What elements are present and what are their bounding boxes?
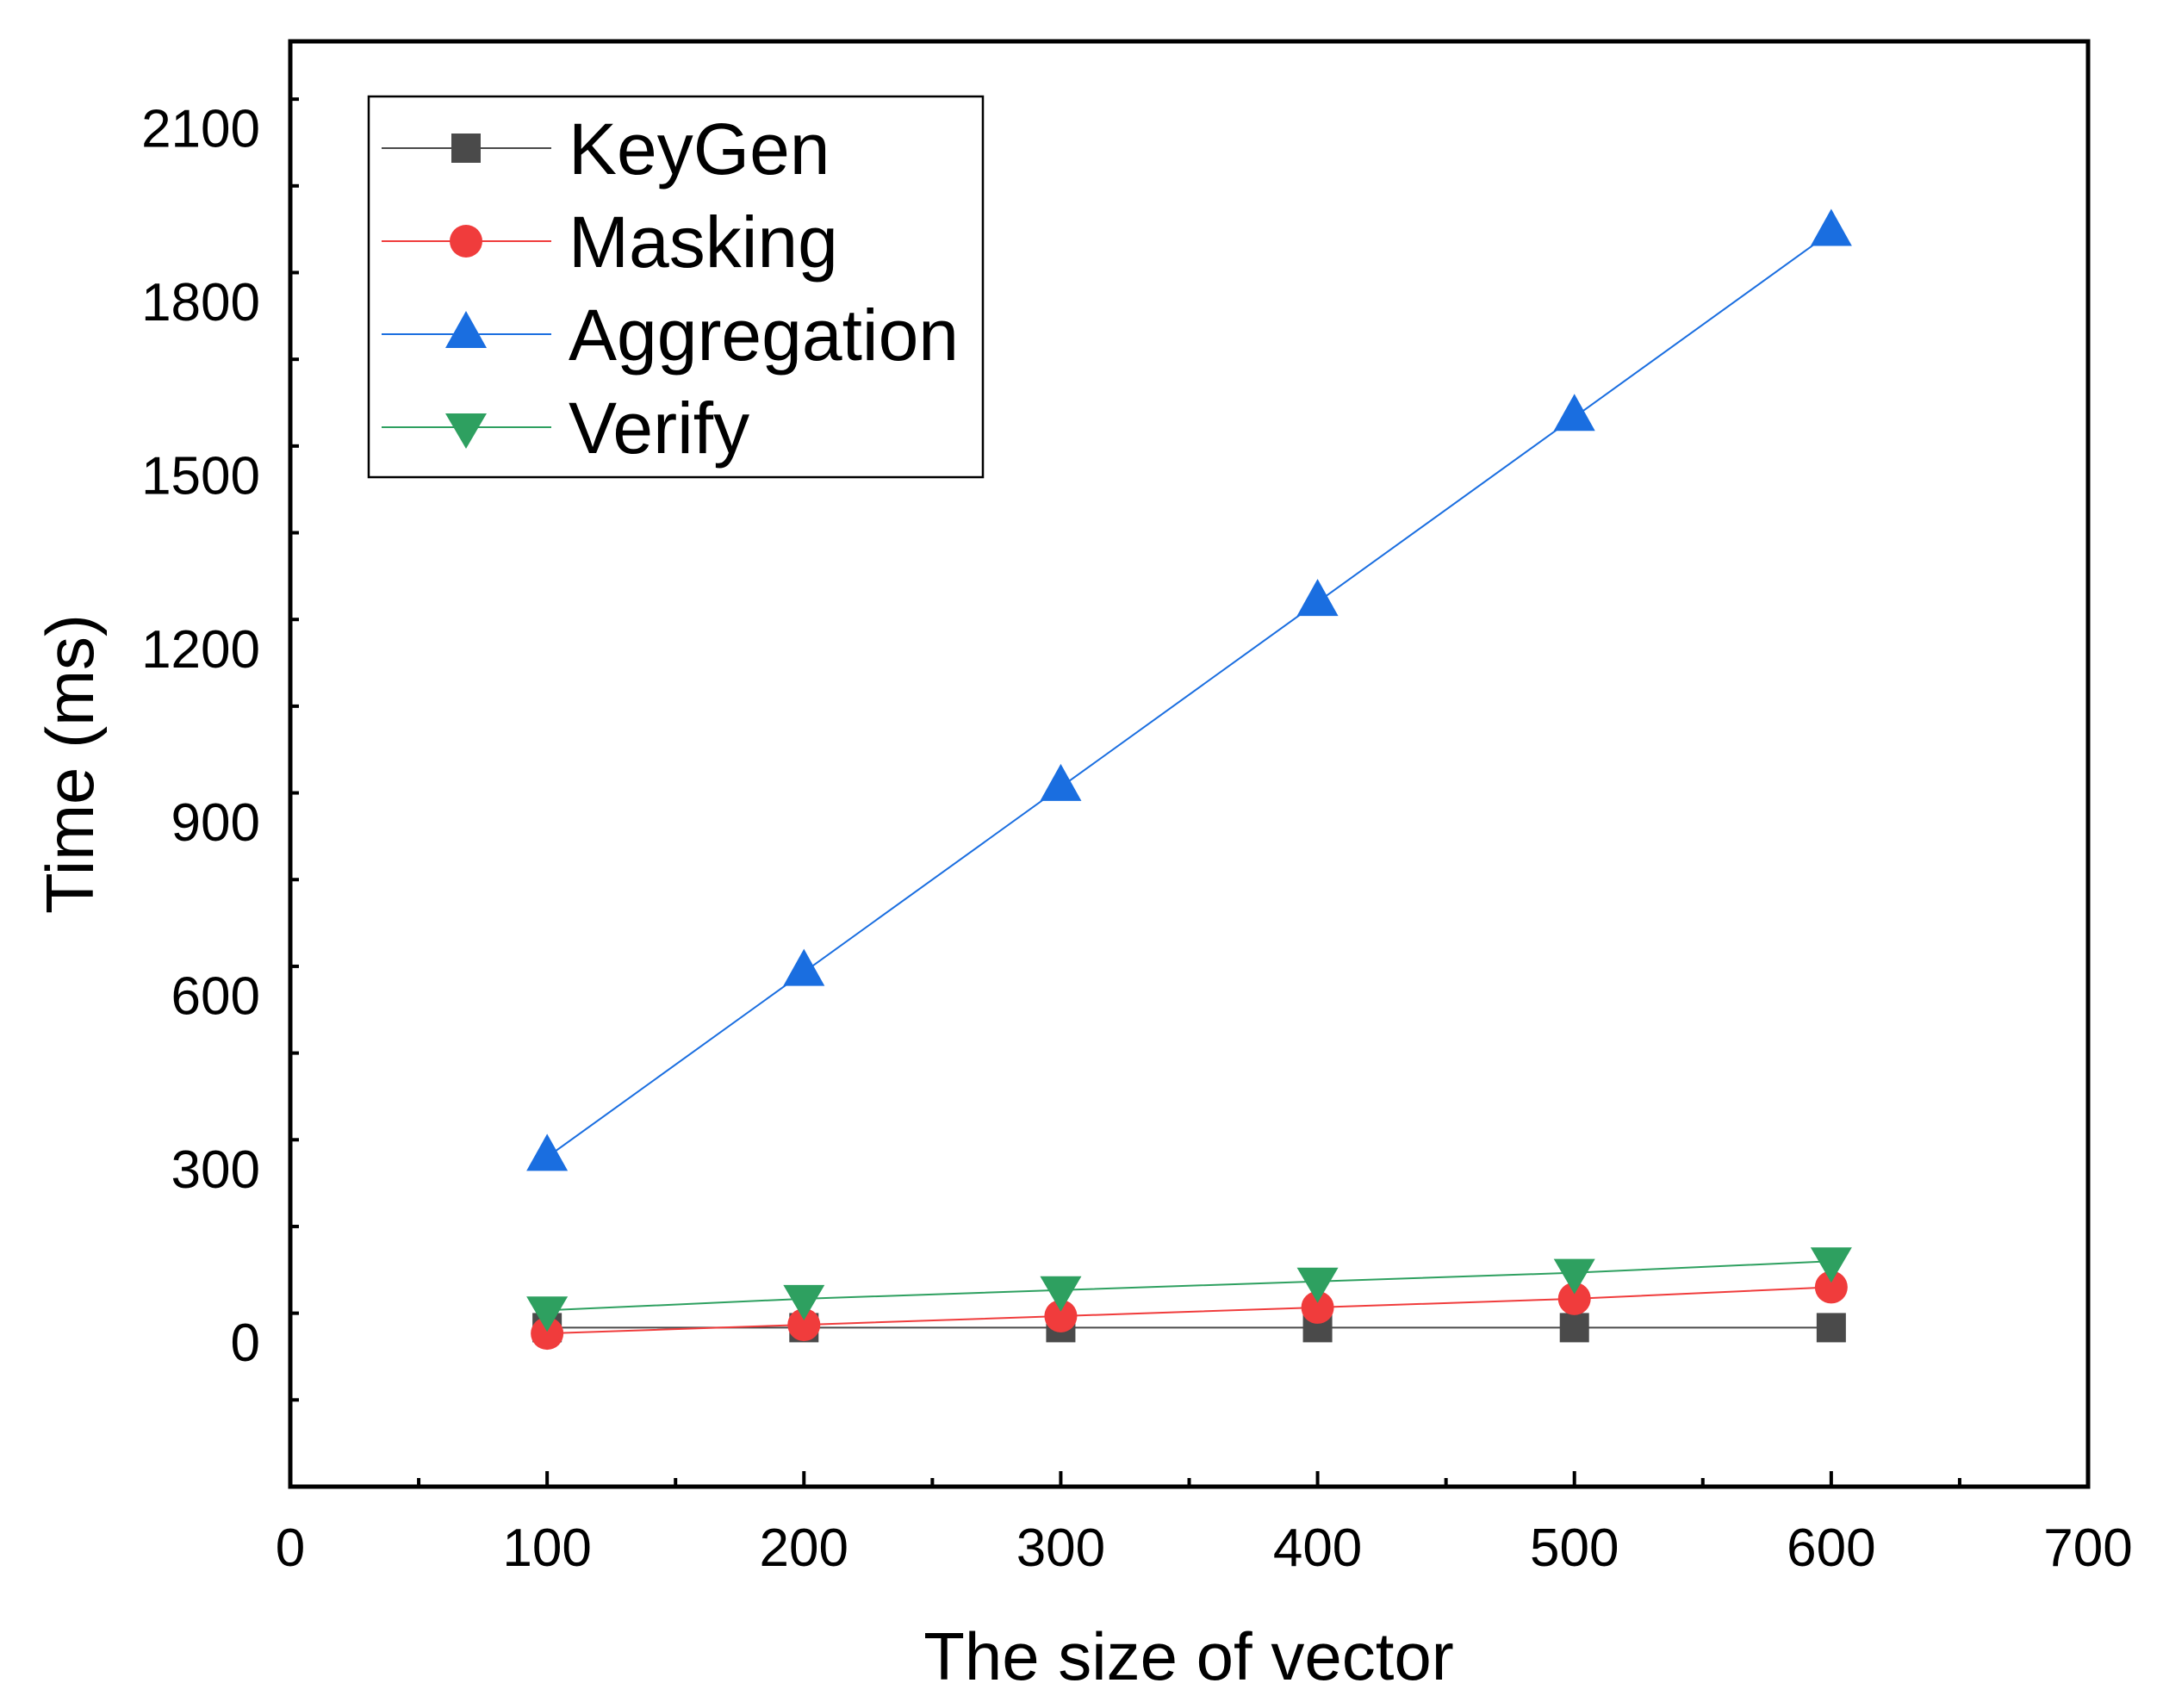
legend-label: Aggregation (569, 295, 959, 376)
data-point-verify (1553, 1258, 1595, 1295)
x-axis: 0 100 200 300 400 500 600 700 (276, 1471, 2133, 1578)
legend: KeyGen Masking Aggregation Verify (367, 95, 985, 479)
data-point-aggregation (1810, 208, 1852, 246)
series-line-aggregation (546, 231, 1832, 1158)
x-tick-label: 100 (502, 1519, 591, 1578)
legend-item-aggregation: Aggregation (382, 295, 959, 376)
series-verify (526, 1247, 1852, 1332)
x-tick-label: 700 (2043, 1519, 2132, 1578)
data-point-masking (1044, 1299, 1078, 1332)
legend-marker-keygen (451, 134, 481, 163)
legend-marker-aggregation (445, 311, 487, 348)
y-tick-label: 1500 (141, 446, 260, 506)
data-point-verify (526, 1296, 569, 1332)
legend-marker-masking (450, 225, 482, 258)
x-tick-label: 300 (1016, 1519, 1105, 1578)
data-point-aggregation (1040, 763, 1082, 801)
data-point-verify (783, 1284, 825, 1320)
legend-marker-verify (445, 413, 487, 449)
data-point-masking (1301, 1290, 1334, 1324)
x-tick-label: 200 (760, 1519, 848, 1578)
series-masking (531, 1270, 1848, 1351)
y-axis-title: Time (ms) (32, 614, 108, 914)
data-point-masking (1814, 1270, 1848, 1304)
legend-item-verify: Verify (382, 388, 749, 469)
y-tick-label: 0 (231, 1314, 260, 1373)
data-point-aggregation (1553, 394, 1595, 432)
y-axis: 0 300 600 900 1200 1500 1800 2100 (141, 97, 299, 1488)
legend-label: Masking (569, 202, 838, 283)
series-aggregation (526, 208, 1852, 1171)
data-point-aggregation (783, 948, 825, 986)
data-point-aggregation (1296, 579, 1339, 617)
series-layer (526, 208, 1852, 1351)
data-point-aggregation (526, 1133, 569, 1171)
data-point-keygen (1559, 1313, 1589, 1343)
data-point-verify (1296, 1267, 1339, 1303)
y-tick-label: 300 (171, 1140, 260, 1200)
legend-item-keygen: KeyGen (382, 109, 830, 189)
data-point-keygen (1816, 1313, 1846, 1343)
data-point-verify (1040, 1276, 1082, 1312)
legend-label: KeyGen (569, 109, 830, 189)
y-tick-label: 600 (171, 966, 260, 1026)
data-point-verify (1810, 1247, 1852, 1283)
x-tick-label: 0 (276, 1519, 305, 1578)
series-line-masking (547, 1286, 1831, 1335)
x-tick-label: 500 (1530, 1519, 1619, 1578)
series-line-verify (547, 1260, 1831, 1312)
data-point-masking (1557, 1282, 1591, 1315)
legend-item-masking: Masking (382, 202, 838, 283)
x-tick-label: 400 (1273, 1519, 1362, 1578)
y-tick-label: 1800 (141, 273, 260, 332)
x-axis-title: The size of vector (923, 1618, 1454, 1694)
data-point-masking (531, 1317, 564, 1351)
y-tick-label: 1200 (141, 620, 260, 680)
data-point-masking (787, 1308, 821, 1342)
legend-label: Verify (569, 388, 749, 469)
y-tick-label: 2100 (141, 100, 260, 159)
x-tick-label: 600 (1787, 1519, 1875, 1578)
y-tick-label: 900 (171, 793, 260, 853)
